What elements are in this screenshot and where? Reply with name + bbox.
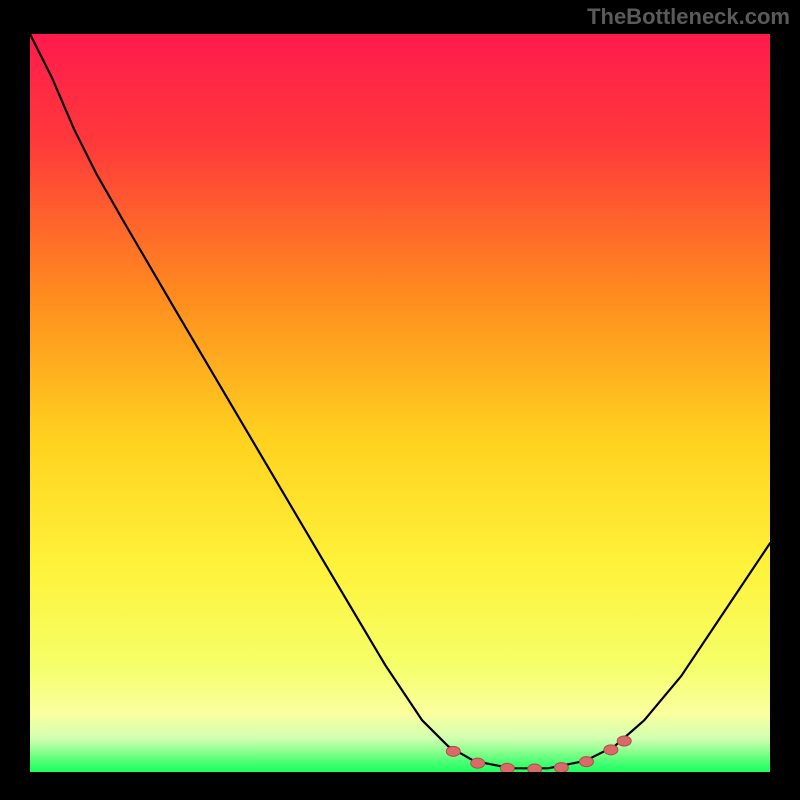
chart-svg (30, 34, 770, 772)
curve-marker (528, 764, 542, 772)
watermark-text: TheBottleneck.com (587, 4, 790, 30)
curve-marker (604, 745, 618, 755)
curve-marker (471, 758, 485, 768)
gradient-background-rect (30, 34, 770, 772)
curve-marker (554, 763, 568, 772)
curve-marker (617, 736, 631, 746)
chart-container (30, 34, 770, 772)
curve-marker (579, 757, 593, 767)
curve-marker (446, 746, 460, 756)
curve-marker (500, 763, 514, 772)
